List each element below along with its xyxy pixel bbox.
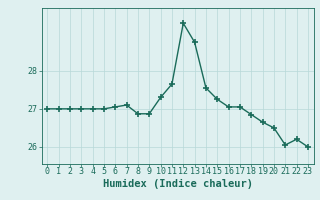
X-axis label: Humidex (Indice chaleur): Humidex (Indice chaleur) <box>103 179 252 189</box>
